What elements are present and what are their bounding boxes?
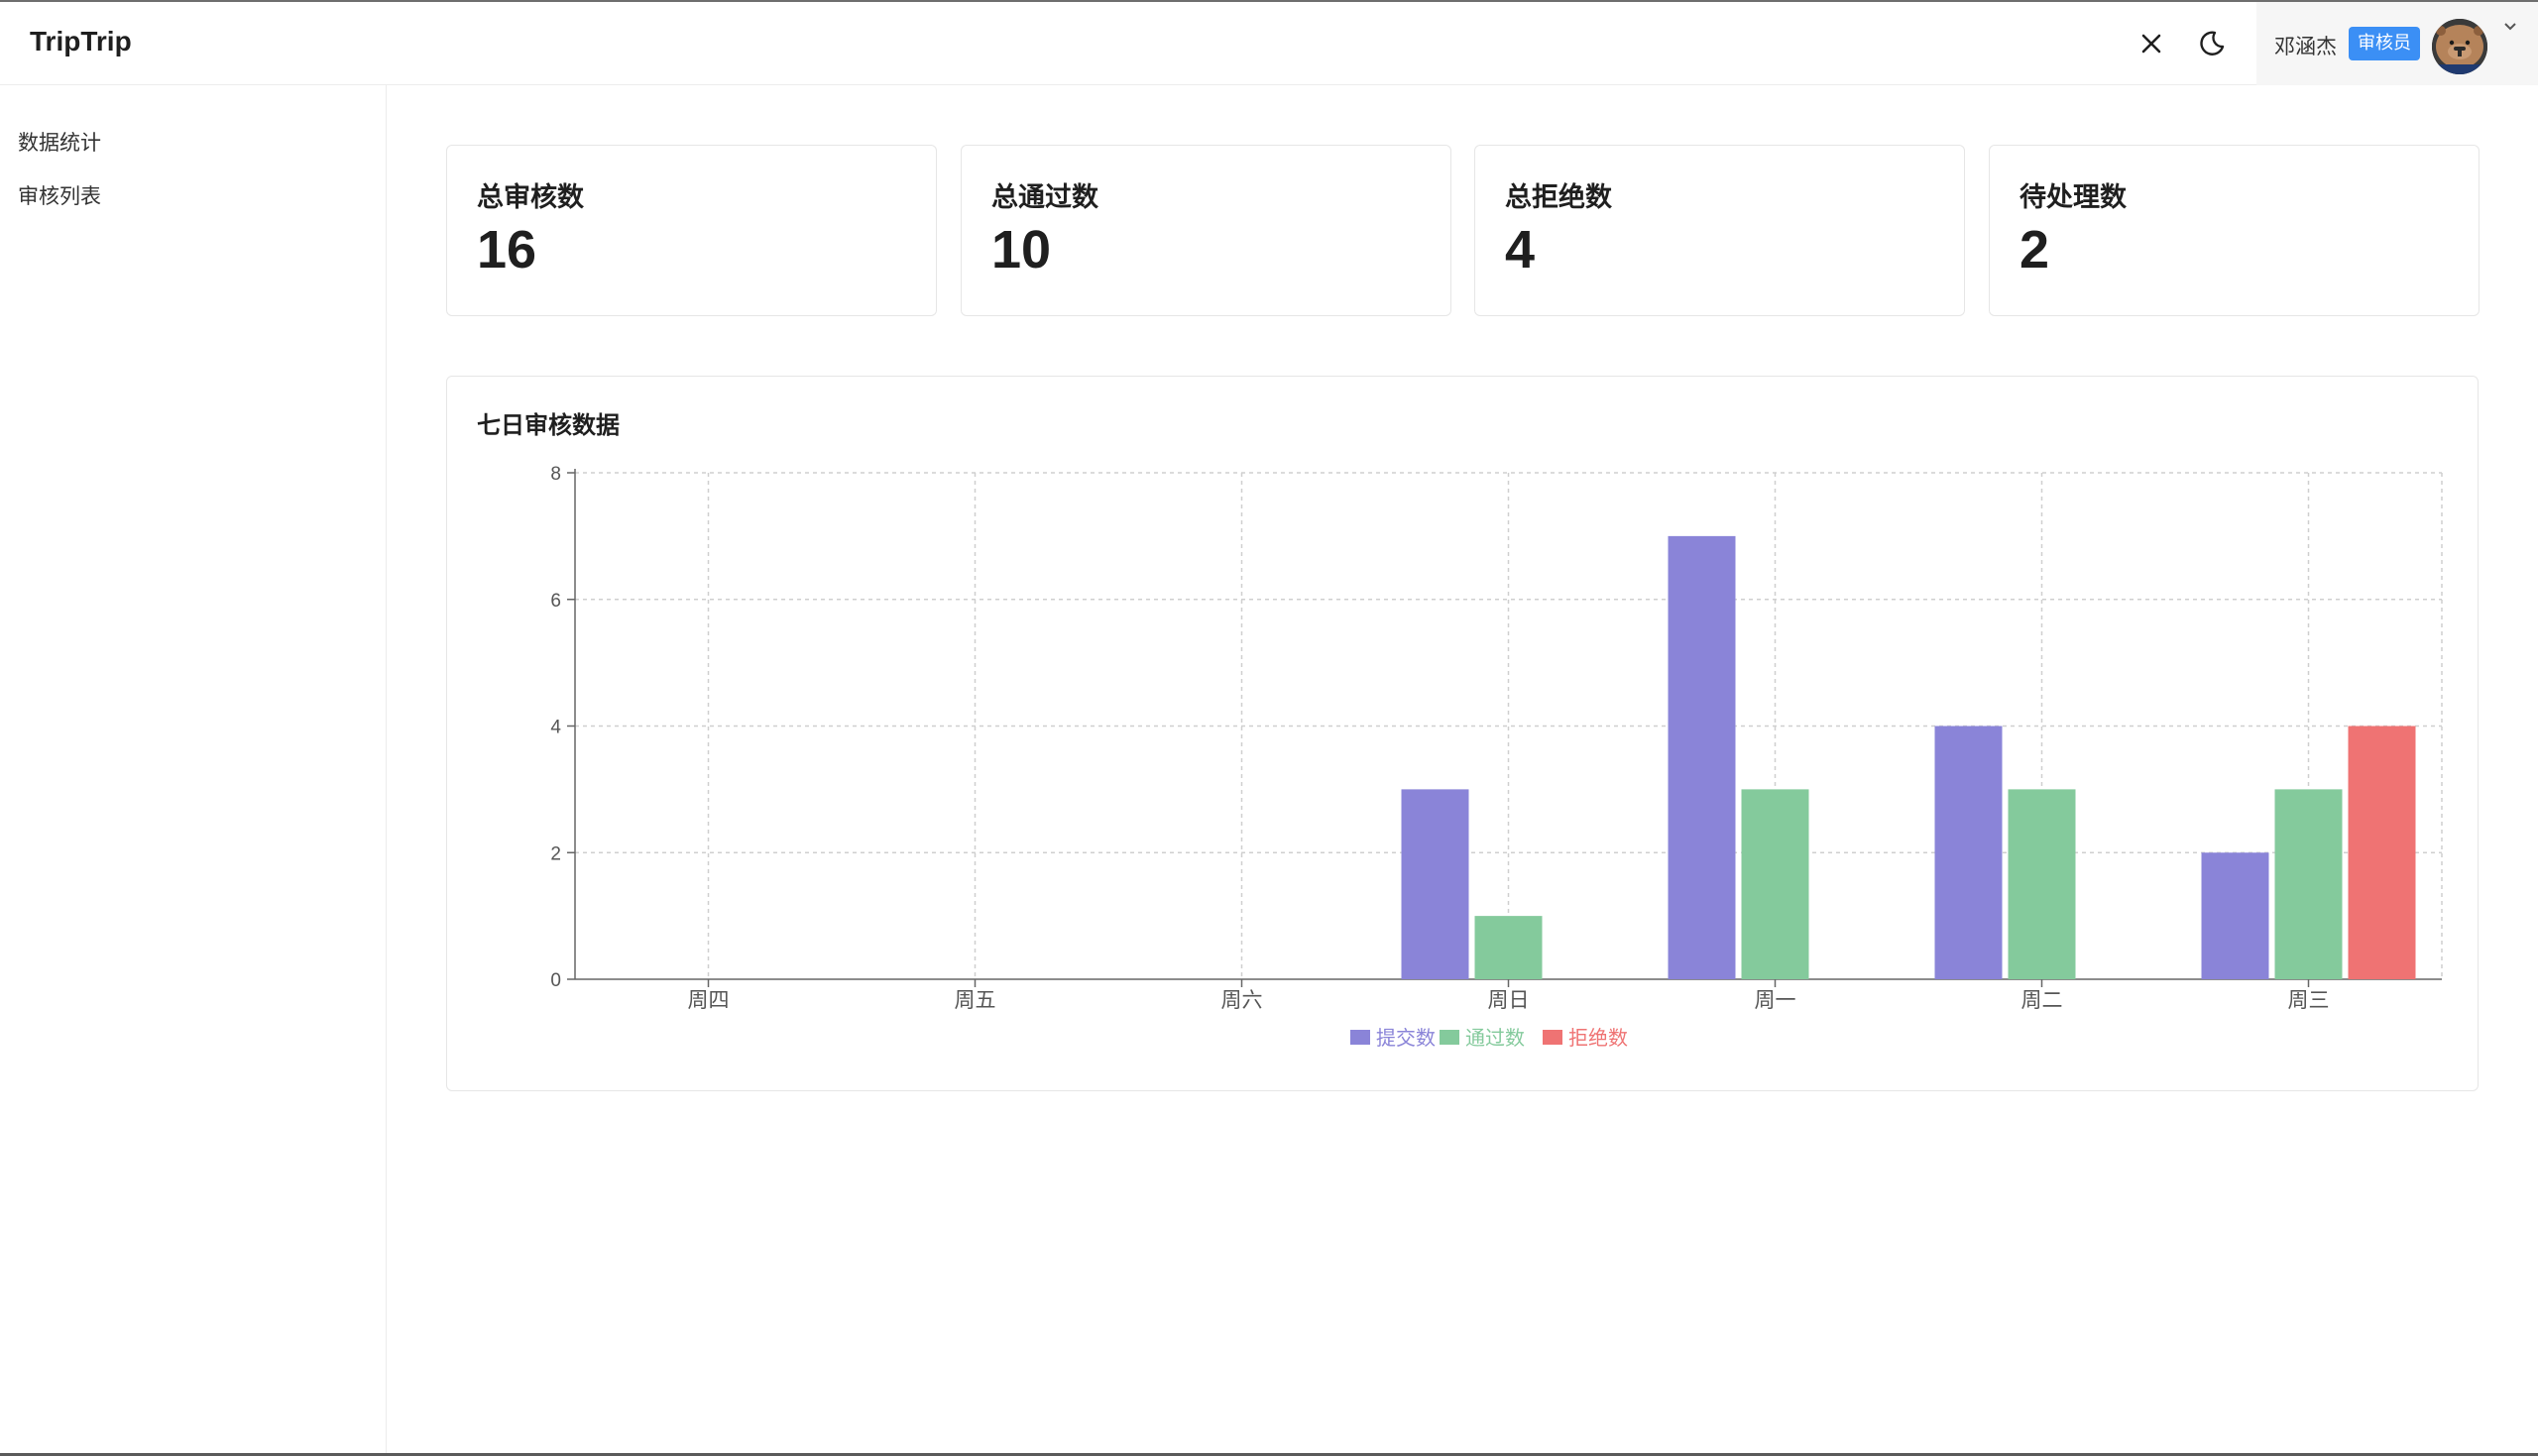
y-tick-label: 0 [550, 970, 561, 991]
y-tick-label: 6 [550, 591, 561, 612]
legend-swatch [1440, 1030, 1459, 1045]
brand-logo[interactable]: TripTrip [30, 26, 132, 56]
bar [2274, 789, 2343, 979]
bar [2201, 852, 2269, 979]
stat-label: 总审核数 [477, 182, 584, 213]
role-badge: 审核员 [2349, 27, 2420, 60]
stat-value: 2 [2019, 220, 2050, 280]
stat-label: 总拒绝数 [1505, 182, 1612, 213]
x-tick-label: 周六 [1221, 988, 1263, 1012]
legend-swatch [1350, 1030, 1370, 1045]
y-tick-label: 4 [550, 718, 561, 738]
legend-swatch [1543, 1030, 1562, 1045]
legend-label: 提交数 [1376, 1026, 1436, 1050]
stat-value: 16 [477, 220, 537, 280]
x-tick-label: 周二 [2021, 988, 2063, 1012]
stat-label: 总通过数 [991, 182, 1098, 213]
legend-label: 拒绝数 [1568, 1026, 1628, 1050]
y-tick-label: 2 [550, 843, 561, 864]
y-tick-label: 8 [550, 464, 561, 485]
stat-value: 10 [991, 220, 1052, 280]
x-tick-label: 周日 [1488, 988, 1530, 1012]
bar [2008, 789, 2076, 979]
bar [1668, 535, 1736, 979]
sidebar-item-statistics[interactable]: 数据统计 [18, 131, 101, 155]
sidebar: 数据统计 审核列表 [0, 85, 387, 1456]
top-bar: TripTrip 邓涵杰 审核员 [0, 0, 2538, 85]
chevron-down-icon[interactable] [2502, 18, 2518, 37]
x-tick-label: 周三 [2288, 988, 2330, 1012]
moon-icon[interactable] [2192, 24, 2232, 63]
bar [2348, 726, 2416, 979]
stat-card-approved: 总通过数 10 [961, 145, 1451, 316]
bar [1934, 726, 2003, 979]
x-tick-label: 周五 [955, 988, 996, 1012]
chart-card: 七日审核数据 0 2 4 6 8 周四 周五 周六 周日 周一 周二 周三提交数 通过数 拒绝数 [446, 376, 2479, 1091]
x-tick-label: 周四 [688, 988, 730, 1012]
user-name: 邓涵杰 [2274, 35, 2337, 58]
stat-value: 4 [1505, 220, 1536, 280]
bar [1474, 916, 1543, 979]
bar [1741, 789, 1809, 979]
chart-title: 七日审核数据 [477, 411, 620, 439]
avatar[interactable] [2432, 19, 2487, 74]
bar [1401, 789, 1469, 979]
close-icon[interactable] [2132, 24, 2171, 63]
sidebar-item-review-list[interactable]: 审核列表 [18, 184, 101, 208]
window-bottom-edge [0, 1453, 2538, 1456]
user-menu[interactable]: 邓涵杰 审核员 [2256, 2, 2538, 85]
stat-card-total: 总审核数 16 [446, 145, 937, 316]
stat-card-rejected: 总拒绝数 4 [1474, 145, 1965, 316]
stat-card-pending: 待处理数 2 [1989, 145, 2480, 316]
stat-label: 待处理数 [2019, 182, 2127, 213]
x-tick-label: 周一 [1755, 988, 1796, 1012]
legend-label: 通过数 [1465, 1026, 1525, 1050]
